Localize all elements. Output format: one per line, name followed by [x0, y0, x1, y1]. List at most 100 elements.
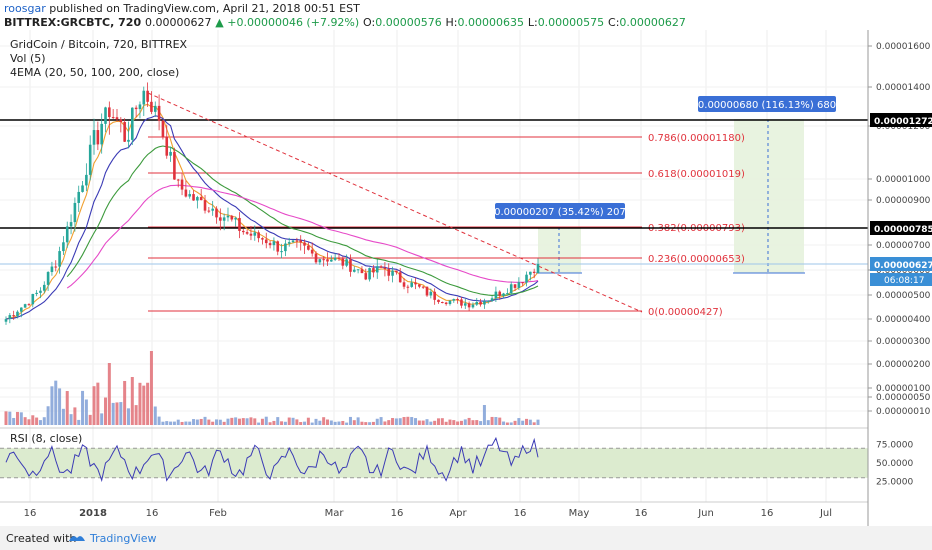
measure-label-box [495, 203, 625, 219]
price-tick-label: 0.00000300 [876, 337, 931, 347]
rsi-legend[interactable]: RSI (8, close) [10, 432, 82, 445]
volume-bar [188, 421, 192, 425]
volume-bar [383, 421, 387, 425]
candle-body [261, 238, 264, 240]
time-tick-label: 16 [391, 508, 404, 519]
volume-bar [417, 420, 421, 425]
time-axis[interactable]: 16 2018 16 Feb Mar 16 Apr 16 May 16 Jun 16 Jul [24, 508, 832, 519]
volume-bar [142, 385, 146, 425]
volume-bar [249, 417, 253, 425]
candle-body [65, 226, 69, 243]
trend-line[interactable] [147, 92, 643, 313]
candle-body [349, 259, 352, 272]
price-tick-label: 0.00001400 [876, 83, 931, 93]
volume-bar [283, 421, 287, 425]
volume-bar [463, 419, 467, 425]
candle-body [20, 307, 23, 312]
candle-body [108, 107, 111, 118]
candle-body [356, 269, 360, 271]
candle-body [375, 266, 379, 273]
volume-bar [398, 418, 402, 425]
high-value: 0.00000635 [457, 16, 524, 29]
candle-body [352, 269, 356, 272]
candle-body [322, 259, 325, 261]
volume-bar [318, 420, 322, 425]
candle-body [402, 282, 406, 287]
chart-area[interactable]: 0.786(0.00001180)0.618(0.00001019)0.382(… [0, 30, 932, 526]
candle-body [341, 258, 345, 266]
ema-line [66, 145, 539, 296]
time-tick-label: 16 [514, 508, 527, 519]
volume-bar [234, 417, 238, 425]
candle-body [330, 259, 333, 262]
volume-bar [8, 411, 12, 425]
volume-bar [54, 380, 58, 425]
volume-bar [356, 417, 360, 425]
volume-bar [169, 421, 173, 425]
volume-bar [448, 419, 452, 425]
candle-body [441, 302, 444, 304]
ema-legend[interactable]: 4EMA (20, 50, 100, 200, close) [10, 66, 179, 79]
volume-bar [425, 419, 429, 425]
volume-bar [287, 417, 291, 425]
volume-bar [364, 422, 368, 425]
candle-body [138, 104, 142, 110]
volume-bar [375, 418, 379, 425]
volume-bar [165, 421, 169, 425]
candle-body [23, 304, 27, 308]
volume-bar [111, 402, 115, 425]
volume-bar [130, 377, 134, 425]
candle-body [249, 233, 253, 236]
volume-bar [345, 422, 349, 425]
volume-bar [176, 419, 180, 425]
candle-body [127, 139, 130, 142]
candle-body [429, 291, 433, 296]
volume-bar [348, 416, 352, 425]
time-tick-label: Apr [449, 508, 467, 519]
author-link[interactable]: roosgar [4, 2, 46, 15]
volume-bar [69, 414, 73, 425]
candle-body [395, 270, 398, 273]
candle-body [372, 268, 375, 273]
time-tick-label: Jun [697, 508, 714, 519]
candle-body [77, 191, 81, 203]
volume-bar [532, 422, 536, 425]
ema-line [66, 184, 539, 289]
candle-body [529, 271, 532, 275]
horizontal-lines[interactable] [0, 119, 868, 265]
measure-tools[interactable] [536, 119, 805, 274]
candle-body [211, 208, 214, 211]
candle-body [42, 284, 46, 291]
price-tick-label: 0.00000050 [876, 393, 931, 403]
volume-bar [84, 399, 88, 425]
volume-bar [295, 419, 299, 425]
open-label: O: [363, 16, 376, 29]
candle-body [173, 151, 176, 180]
fib-level-label: 0.618(0.00001019) [648, 169, 745, 180]
candle-body [307, 245, 310, 250]
tradingview-logo-icon [69, 536, 85, 541]
volume-bar [100, 413, 104, 425]
price-tick-label: 0.00000900 [876, 196, 931, 206]
rsi-tick-label: 75.0000 [876, 441, 913, 451]
volume-bar [126, 408, 130, 425]
volume-bar [303, 421, 307, 425]
candle-body [219, 217, 222, 221]
volume-bar [502, 421, 506, 425]
price-tick-label: 0.00000500 [876, 291, 931, 301]
price-axis[interactable]: 0.000016000.000014000.000012000.00001000… [868, 42, 932, 417]
candle-body [123, 121, 126, 142]
volume-bar [31, 415, 35, 425]
tradingview-brand[interactable]: TradingView [90, 532, 157, 545]
candle-body [333, 257, 337, 260]
volume-bar [245, 418, 249, 425]
low-label: L: [527, 16, 538, 29]
rsi-axis[interactable]: 75.0000 50.0000 25.0000 [876, 441, 913, 488]
candle-body [299, 240, 303, 243]
volume-bar [153, 406, 157, 425]
volume-legend[interactable]: Vol (5) [10, 52, 46, 65]
volume-bar [38, 420, 42, 425]
candle-body [153, 105, 157, 112]
fib-level-label: 0(0.00000427) [648, 307, 723, 318]
candle-body [161, 120, 165, 138]
